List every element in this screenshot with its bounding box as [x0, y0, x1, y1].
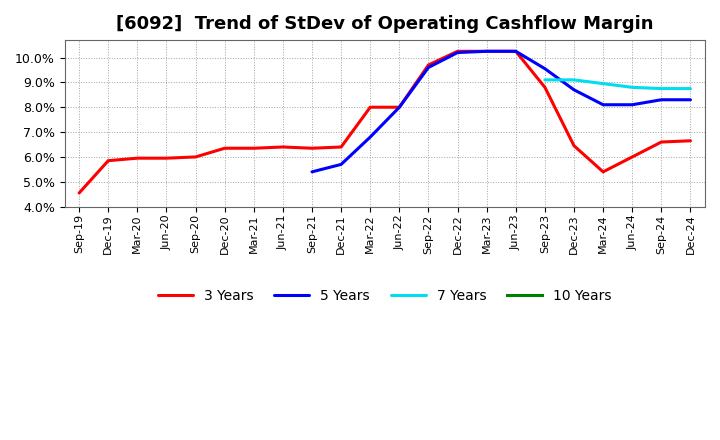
Title: [6092]  Trend of StDev of Operating Cashflow Margin: [6092] Trend of StDev of Operating Cashf… — [116, 15, 654, 33]
Legend: 3 Years, 5 Years, 7 Years, 10 Years: 3 Years, 5 Years, 7 Years, 10 Years — [153, 283, 617, 308]
